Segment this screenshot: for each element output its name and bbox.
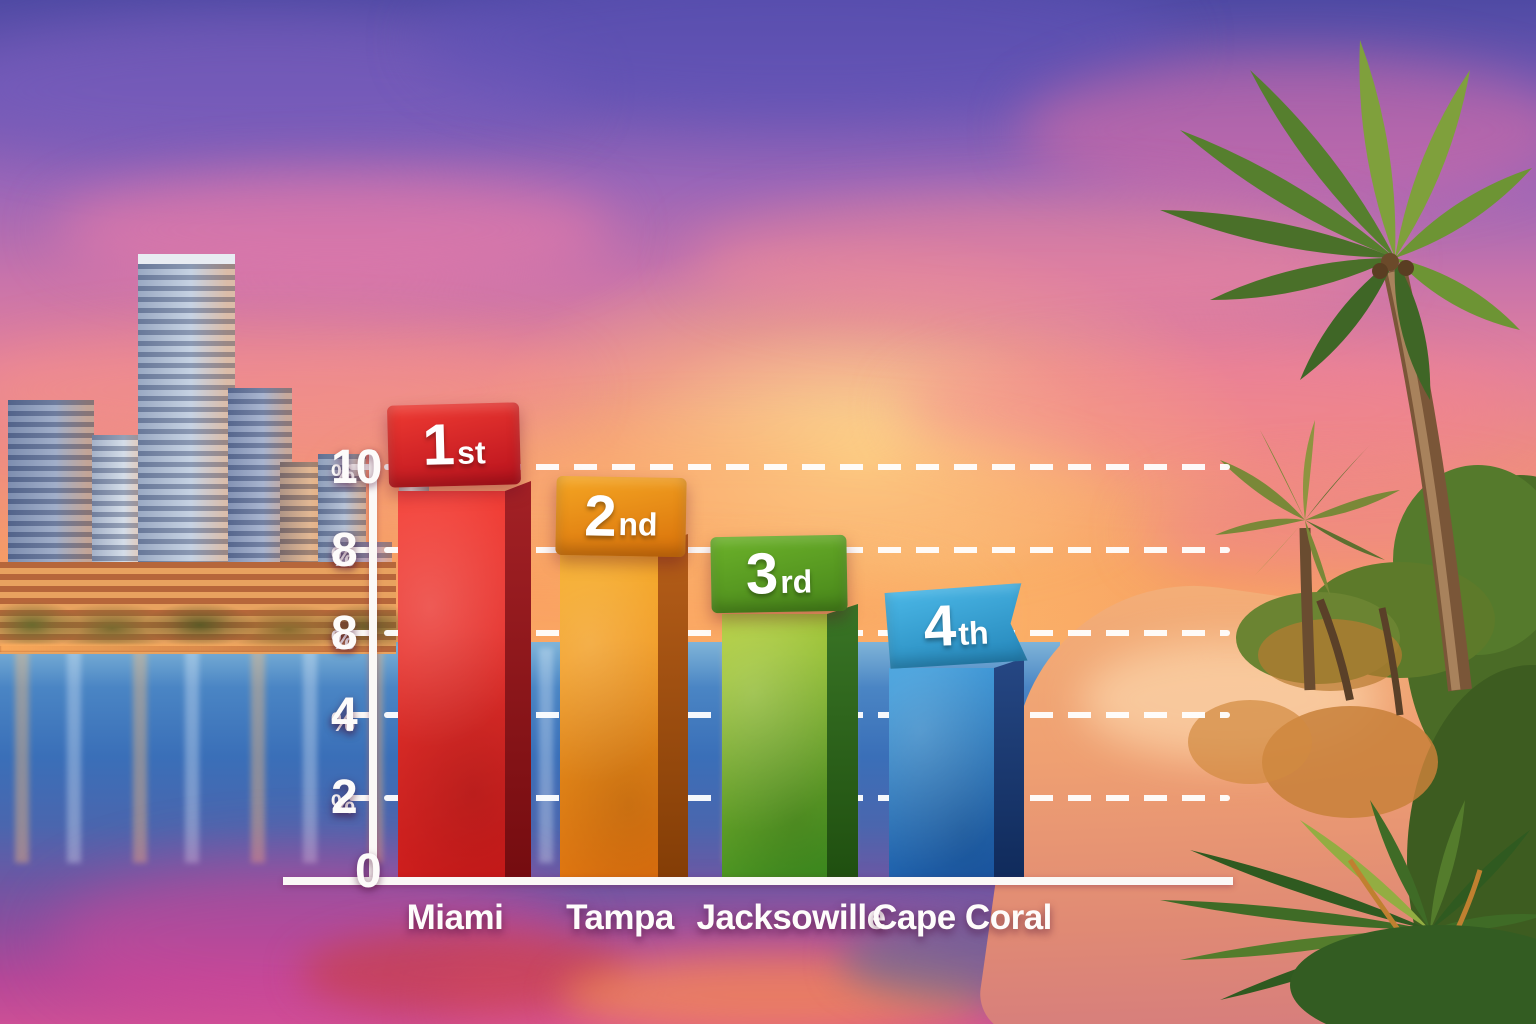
bar-cape-coral-front (889, 668, 994, 878)
bar-jacksonville-side (827, 604, 858, 878)
axis-tick (349, 547, 373, 553)
y-tick-label-8pct-dup: 8% (330, 607, 358, 660)
miami-skyline (0, 248, 400, 654)
bar-miami-side (505, 481, 531, 878)
y-tick-label-8pct: 8% (330, 524, 358, 577)
axis-tick (349, 795, 373, 801)
axis-tick (349, 712, 373, 718)
y-tick-label-4pct: 4% (330, 689, 358, 742)
x-label-jacksonville: Jacksowille (696, 898, 886, 937)
x-axis-baseline (283, 877, 1233, 885)
axis-tick (349, 464, 373, 470)
shoreline-trees (0, 592, 400, 652)
x-label-miami: Miami (406, 898, 504, 937)
palm-trees-and-bushes (1160, 40, 1536, 1024)
x-label-cape-coral: Cape Coral (872, 898, 1052, 937)
cloud (690, 195, 1390, 325)
bar-miami-front (398, 491, 505, 878)
axis-tick (349, 630, 373, 636)
y-tick-label-10pct: 10% (330, 441, 382, 494)
bar-cape-coral-side (994, 658, 1024, 878)
bar-tampa-side (658, 534, 688, 878)
gridline-10pct (384, 464, 1230, 470)
shoreline-glow (0, 644, 380, 652)
x-label-tampa: Tampa (566, 898, 674, 937)
bar-tampa-front (560, 544, 658, 878)
y-axis-line (369, 450, 377, 884)
bar-jacksonville-front (722, 614, 827, 878)
y-tick-label-2pct: 2% (330, 771, 358, 824)
